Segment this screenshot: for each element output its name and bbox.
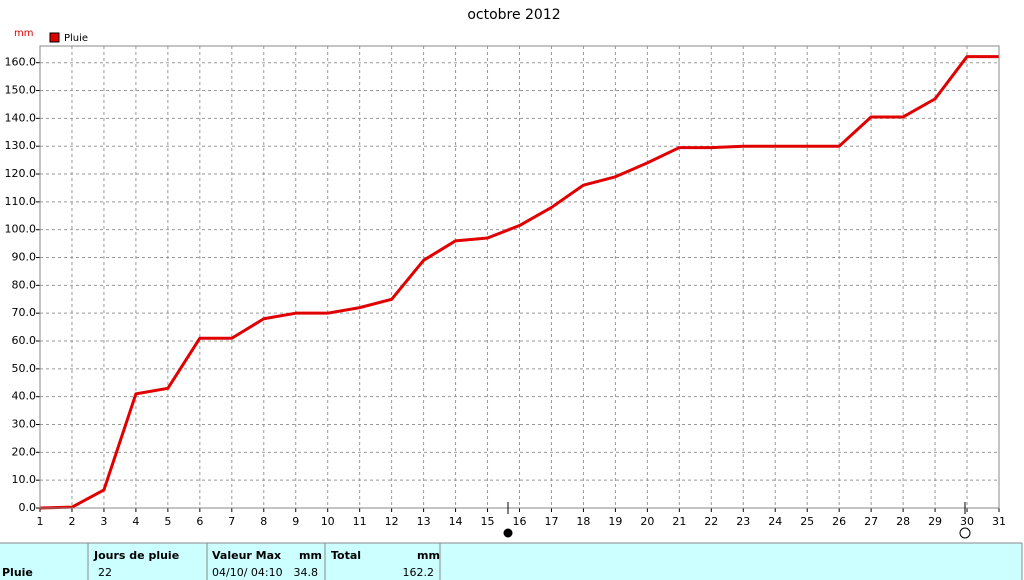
x-tick-label: 18 — [576, 515, 590, 528]
y-tick-label: 40.0 — [12, 390, 37, 403]
x-tick-label: 12 — [385, 515, 399, 528]
x-tick-label: 27 — [864, 515, 878, 528]
x-tick-label: 3 — [100, 515, 107, 528]
table-header: mm — [299, 549, 322, 562]
y-tick-label: 100.0 — [5, 223, 37, 236]
table-header: Valeur Max — [212, 549, 281, 562]
table-background — [0, 543, 1022, 580]
y-tick-label: 130.0 — [5, 139, 37, 152]
x-tick-label: 25 — [800, 515, 814, 528]
x-tick-label: 9 — [292, 515, 299, 528]
table-cell: 34.8 — [294, 566, 319, 579]
x-tick-label: 6 — [196, 515, 203, 528]
y-tick-label: 50.0 — [12, 362, 37, 375]
new-moon-icon — [503, 528, 513, 538]
y-tick-label: 80.0 — [12, 278, 37, 291]
x-tick-label: 16 — [513, 515, 527, 528]
table-cell: 04/10/ 04:10 — [212, 566, 283, 579]
y-tick-label: 20.0 — [12, 445, 37, 458]
legend-label: Pluie — [64, 33, 88, 44]
x-tick-label: 14 — [449, 515, 463, 528]
y-tick-label: 0.0 — [19, 501, 37, 514]
y-tick-label: 150.0 — [5, 84, 37, 97]
table-cell: Pluie — [2, 566, 33, 579]
y-tick-label: 160.0 — [5, 56, 37, 69]
x-tick-label: 4 — [132, 515, 139, 528]
table-cell: 162.2 — [403, 566, 435, 579]
x-tick-label: 15 — [481, 515, 495, 528]
x-tick-label: 11 — [353, 515, 367, 528]
data-line — [39, 55, 999, 510]
y-tick-label: 60.0 — [12, 334, 37, 347]
x-tick-label: 26 — [832, 515, 846, 528]
x-tick-label: 8 — [260, 515, 267, 528]
plot-area: 0.0 10.0 20.0 30.0 40.0 50.0 60.0 70.0 80.0 90.0 1… — [5, 46, 1006, 528]
x-tick-label: 7 — [228, 515, 235, 528]
x-tick-label: 2 — [68, 515, 75, 528]
full-moon-icon — [959, 527, 971, 539]
y-tick-label: 90.0 — [12, 251, 37, 264]
x-tick-label: 28 — [896, 515, 910, 528]
x-tick-label: 21 — [672, 515, 686, 528]
x-tick-label: 1 — [37, 515, 44, 528]
x-tick-label: 17 — [544, 515, 558, 528]
y-unit: mm — [14, 28, 33, 39]
chart-title: octobre 2012 — [467, 7, 560, 23]
y-tick-label: 70.0 — [12, 306, 37, 319]
table-cell: 22 — [98, 566, 112, 579]
y-tick-label: 140.0 — [5, 111, 37, 124]
x-tick-label: 30 — [960, 515, 974, 528]
x-tick-label: 24 — [768, 515, 782, 528]
x-tick-label: 20 — [640, 515, 654, 528]
legend-swatch — [49, 32, 60, 43]
table-lines — [0, 542, 1023, 580]
y-tick-label: 10.0 — [12, 473, 37, 486]
x-tick-label: 10 — [321, 515, 335, 528]
x-tick-label: 13 — [417, 515, 431, 528]
x-tick-label: 31 — [992, 515, 1006, 528]
x-tick-label: 19 — [608, 515, 622, 528]
y-tick-label: 30.0 — [12, 418, 37, 431]
x-tick-label: 29 — [928, 515, 942, 528]
y-tick-label: 120.0 — [5, 167, 37, 180]
plot-border — [39, 45, 1000, 509]
table-header: Jours de pluie — [93, 549, 179, 562]
y-tick-label: 110.0 — [5, 195, 37, 208]
x-tick-label: 23 — [736, 515, 750, 528]
table-header: Total — [331, 549, 361, 562]
table-header: mm — [417, 549, 440, 562]
x-tick-label: 5 — [164, 515, 171, 528]
x-tick-label: 22 — [704, 515, 718, 528]
